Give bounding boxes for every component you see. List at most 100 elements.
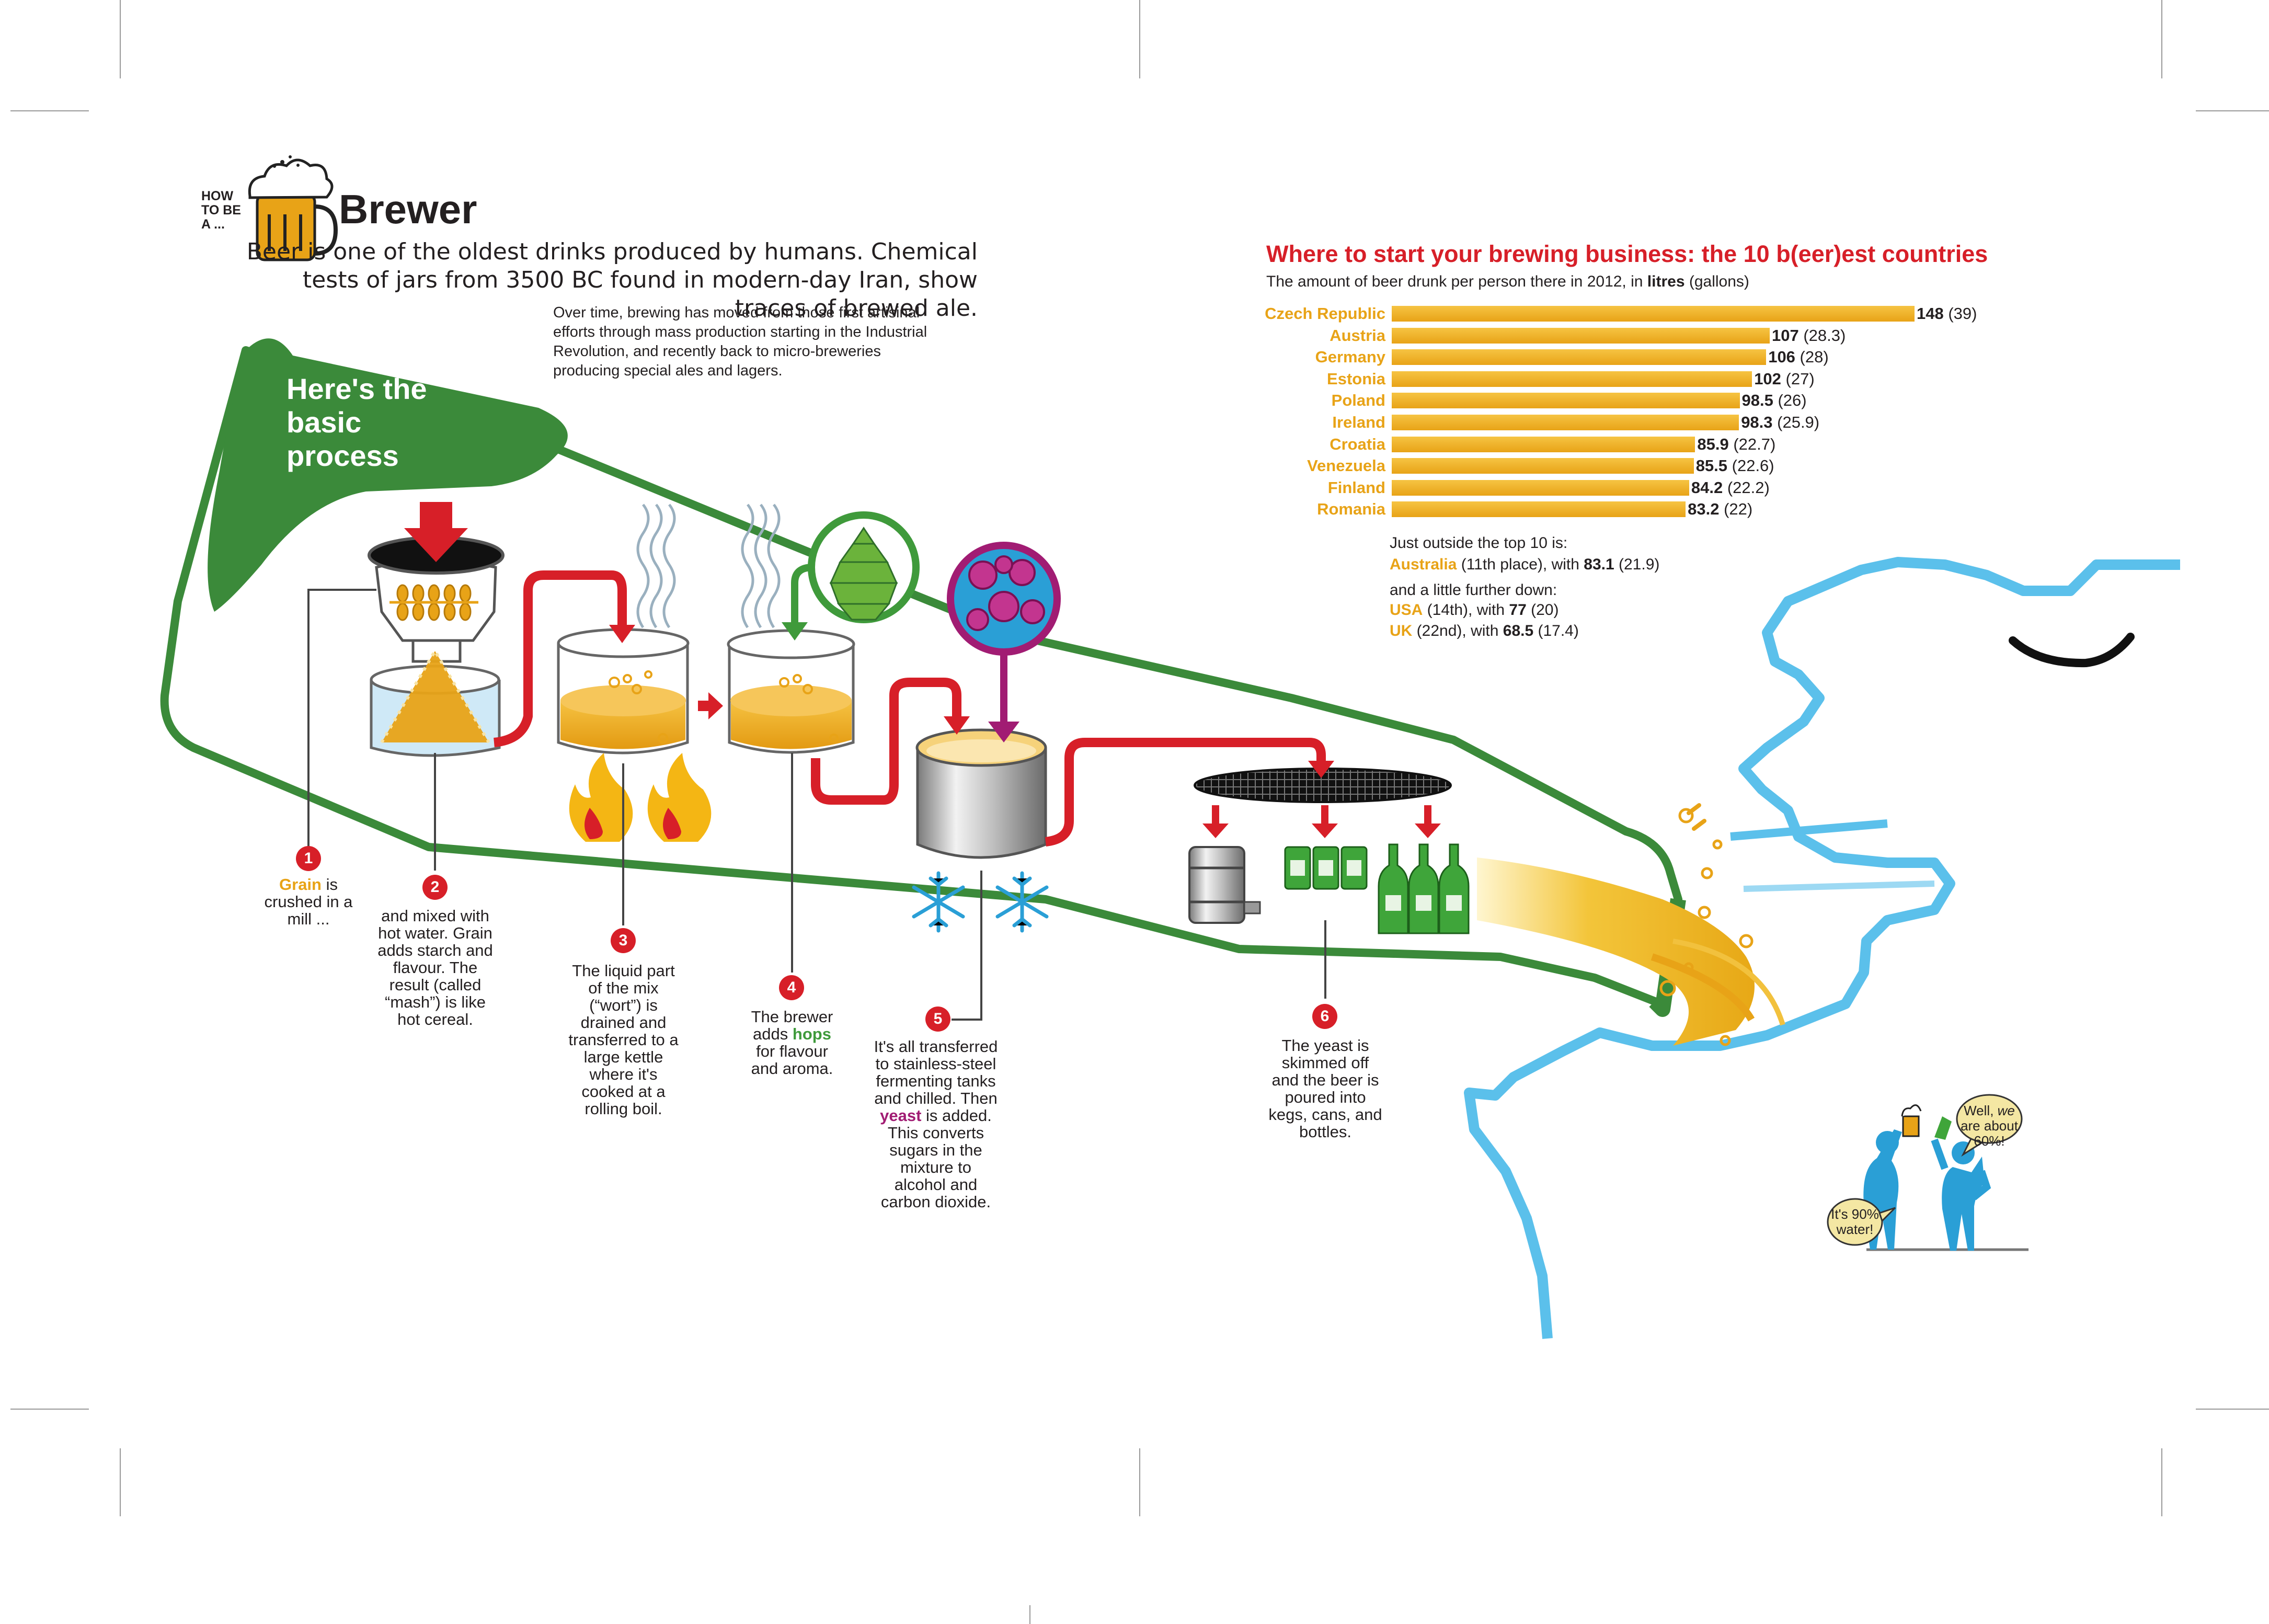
page-title: Brewer xyxy=(339,186,477,232)
step-text-5-pre: It's all transferred to stainless-steel … xyxy=(874,1037,998,1107)
bar xyxy=(1392,479,1689,496)
step-text-5-post: is added. This converts sugars in the mi… xyxy=(880,1106,992,1211)
bar-value-label: 148 (39) xyxy=(1917,304,1977,323)
bottles-icon xyxy=(1378,843,1470,934)
bar xyxy=(1392,458,1694,474)
chart-subtitle: The amount of beer drunk per person ther… xyxy=(1266,272,1749,292)
cheering-figures xyxy=(1827,1094,2029,1251)
note-uk-value: 68.5 xyxy=(1503,622,1534,639)
left-bubble-text: It's 90% water! xyxy=(1831,1206,1879,1237)
flow-pipes xyxy=(493,570,1326,847)
bar-label: Finland xyxy=(1327,478,1385,497)
beer-mug-logo xyxy=(248,155,338,261)
step-number-5: 5 xyxy=(925,1007,950,1032)
step-number-1: 1 xyxy=(296,846,321,871)
bar-chart: Czech Republic 148 (39) Austria 107 (28.3) G… xyxy=(1229,303,1977,528)
boil-kettle xyxy=(557,504,712,842)
step-number-3: 3 xyxy=(611,928,636,953)
note-uk: UK (22nd), with 68.5 (17.4) xyxy=(1390,620,1579,642)
flame-icon xyxy=(569,753,633,842)
note-usa-name: USA xyxy=(1390,601,1423,619)
note-usa: USA (14th), with 77 (20) xyxy=(1390,599,1558,621)
note-usa-value: 77 xyxy=(1509,601,1527,619)
step-text-4: The brewer adds hops for flavour and aro… xyxy=(742,1008,842,1077)
bar xyxy=(1392,415,1739,430)
down-arrows xyxy=(1202,805,1441,838)
process-heading-band xyxy=(208,338,568,612)
chart-title: Where to start your brewing business: th… xyxy=(1266,241,1988,267)
chart-subtitle-pre: The amount of beer drunk per person ther… xyxy=(1266,273,1647,290)
step-text-1-rest: is crushed in a mill ... xyxy=(264,875,353,928)
bar-value-label: 98.5 (26) xyxy=(1741,391,1807,410)
mash-tun xyxy=(370,648,501,757)
note-outside: Just outside the top 10 is: xyxy=(1390,534,1568,552)
step-text-2: and mixed with hot water. Grain adds sta… xyxy=(377,907,493,1028)
step-number-4: 4 xyxy=(779,975,804,1000)
chart-subtitle-post: (gallons) xyxy=(1684,273,1749,290)
bar-value-label: 98.3 (25.9) xyxy=(1741,413,1820,431)
right-bubble-post: are about 60%! xyxy=(1961,1118,2018,1149)
note-australia-value: 83.1 xyxy=(1584,556,1614,573)
bar-label: Venezuela xyxy=(1307,456,1385,475)
grain-mill xyxy=(368,502,505,663)
step-text-4-post: for flavour and aroma. xyxy=(751,1042,833,1078)
bar-value-label: 106 (28) xyxy=(1768,348,1829,367)
bar-label: Poland xyxy=(1331,391,1385,410)
step-number-6: 6 xyxy=(1312,1004,1337,1029)
right-bubble-text: Well, we are about 60%! xyxy=(1959,1103,2019,1149)
hop-cone-icon xyxy=(829,527,898,621)
note-uk-mid: (22nd), with xyxy=(1412,622,1503,639)
bar-value-label: 85.5 (22.6) xyxy=(1695,456,1774,475)
how-to-be-label: HOW TO BE A ... xyxy=(201,189,241,232)
bar xyxy=(1392,393,1740,409)
closed-eye-icon xyxy=(2009,633,2135,668)
bar-label: Ireland xyxy=(1332,413,1385,431)
bar-label: Germany xyxy=(1315,348,1385,367)
bar xyxy=(1392,501,1686,518)
step-text-4-pre: The brewer adds xyxy=(751,1008,833,1043)
drinker-silhouette xyxy=(1464,557,2180,1339)
bar-label: Croatia xyxy=(1330,434,1385,453)
note-usa-gallons: (20) xyxy=(1526,601,1559,619)
step-number-2: 2 xyxy=(422,875,448,900)
crop-marks xyxy=(10,0,2269,1624)
pipe-arrowheads xyxy=(609,625,1334,778)
bar-value-label: 83.2 (22) xyxy=(1688,500,1753,519)
intro-text: Beer is one of the oldest drinks produce… xyxy=(246,238,978,322)
snowflake-icon xyxy=(912,871,965,933)
keyword-hops: hops xyxy=(792,1025,831,1043)
bar-label: Austria xyxy=(1330,326,1385,345)
bar-label: Estonia xyxy=(1327,369,1385,388)
bar xyxy=(1392,436,1695,452)
bar xyxy=(1392,306,1915,322)
beer-stream xyxy=(1477,803,1785,1046)
note-australia-gallons: (21.9) xyxy=(1614,556,1660,573)
step-text-1: Grain is crushed in a mill ... xyxy=(261,876,356,928)
bar xyxy=(1392,327,1770,344)
bar-label: Czech Republic xyxy=(1265,304,1385,323)
leader-lines xyxy=(307,589,1326,1021)
bar-label: Romania xyxy=(1317,500,1385,519)
keg-icon xyxy=(1188,846,1261,924)
bar-value-label: 85.9 (22.7) xyxy=(1697,434,1776,453)
bar-value-label: 107 (28.3) xyxy=(1771,326,1846,345)
speech-bubble xyxy=(1956,1094,2023,1144)
note-uk-name: UK xyxy=(1390,622,1413,639)
bar xyxy=(1392,371,1752,387)
note-usa-mid: (14th), with xyxy=(1423,601,1509,619)
beer-glass-icon xyxy=(1902,1115,1920,1137)
cans-icon xyxy=(1284,846,1368,890)
note-australia-mid: (11th place), with xyxy=(1457,556,1584,573)
right-bubble-pre: Well, xyxy=(1964,1103,1998,1118)
note-australia: Australia (11th place), with 83.1 (21.9) xyxy=(1390,554,1659,575)
snowflake-icon xyxy=(995,871,1049,933)
bottle-icon xyxy=(1934,1116,1952,1140)
bar-value-label: 102 (27) xyxy=(1754,369,1815,388)
step-text-3: The liquid part of the mix (“wort”) is d… xyxy=(568,962,679,1118)
step-text-5: It's all transferred to stainless-steel … xyxy=(873,1038,999,1210)
bar xyxy=(1392,349,1767,365)
chart-subtitle-unit: litres xyxy=(1647,273,1685,290)
bar-value-label: 84.2 (22.2) xyxy=(1691,478,1770,497)
process-heading: Here's the basic process xyxy=(287,372,427,472)
